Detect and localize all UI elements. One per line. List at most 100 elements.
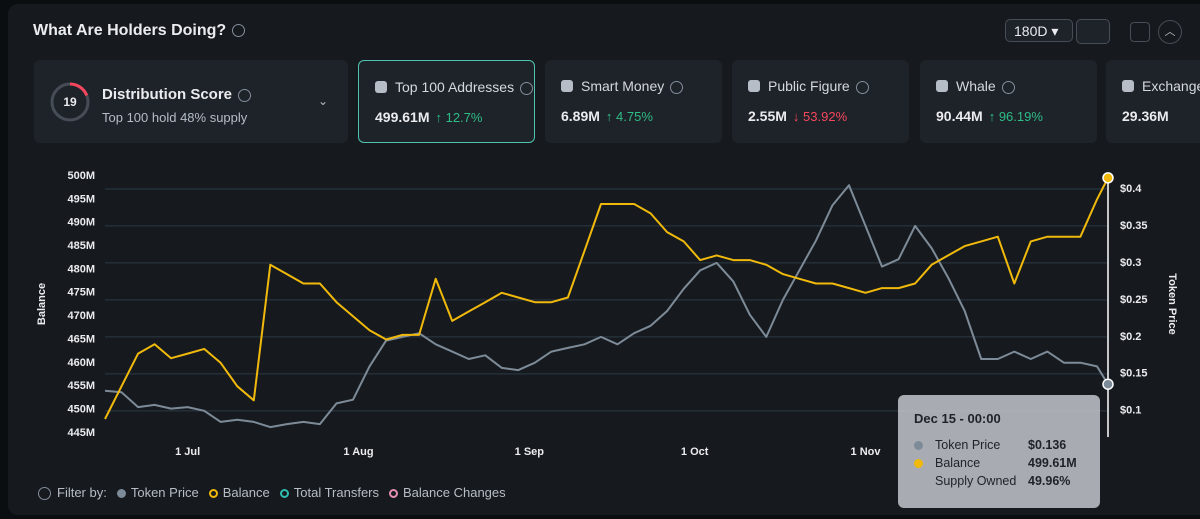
y2-tick-label: $0.15 <box>1120 368 1148 380</box>
score-text: 19 <box>63 95 77 109</box>
y-tick-label: 460M <box>67 357 95 369</box>
metric-card[interactable]: Smart Money 6.89M ↑ 4.75% <box>545 60 722 143</box>
filter-text: Balance Changes <box>403 485 506 500</box>
metric-card[interactable]: Top 100 Addresses 499.61M ↑ 12.7% <box>358 60 535 143</box>
info-icon[interactable] <box>520 81 534 95</box>
distribution-card[interactable]: 19 Distribution Score Top 100 hold 48% s… <box>34 60 348 143</box>
value-text: 90.44M <box>936 108 983 124</box>
card-label: Top 100 Addresses <box>395 79 534 95</box>
change-text: ↑ 96.19% <box>988 109 1043 124</box>
label-text: Whale <box>956 78 996 94</box>
card-label: Public Figure <box>768 78 869 94</box>
y2-tick-label: $0.25 <box>1120 294 1148 306</box>
x-tick-label: 1 Sep <box>515 446 545 458</box>
panel-title: What Are Holders Doing? <box>33 22 246 40</box>
y-tick-label: 470M <box>67 310 95 322</box>
y-tick-label: 455M <box>67 380 95 392</box>
card-value: 90.44M ↑ 96.19% <box>936 108 1043 124</box>
tooltip-date: Dec 15 - 00:00 <box>914 411 1001 426</box>
value-text: 29.36M <box>1122 108 1169 124</box>
tooltip-label: Supply Owned <box>935 474 1017 488</box>
label-text: Exchange <box>1142 78 1200 94</box>
hover-point <box>1102 172 1114 184</box>
filter-item[interactable]: Balance Changes <box>389 485 506 500</box>
holders-panel: $0.1 $0.15 $0.2 $0.25 $0.3 $0.35 $0.4 445M 450M 4… <box>8 4 1200 515</box>
change-text: ↑ 4.75% <box>605 109 653 124</box>
chevron[interactable]: ⌄ <box>318 94 329 108</box>
filter-item[interactable]: Total Transfers <box>279 485 380 500</box>
metric-card[interactable]: Exchange 29.36M <box>1106 60 1200 143</box>
card-value: 2.55M ↓ 53.92% <box>748 108 847 124</box>
card-label: Smart Money <box>581 78 684 94</box>
label-text: Smart Money <box>581 78 665 94</box>
y-tick-label: 500M <box>67 170 95 182</box>
change-text: ↓ 53.92% <box>792 109 848 124</box>
tooltip-value: $0.136 <box>1028 438 1067 452</box>
tooltip-label: Balance <box>935 456 981 470</box>
x-tick-label: 1 Nov <box>851 446 882 458</box>
chart: $0.1 $0.15 $0.2 $0.25 $0.3 $0.35 $0.4 445M 450M 4… <box>36 170 1178 458</box>
y-axis-label: Balance <box>36 283 48 325</box>
info-icon[interactable] <box>232 24 246 38</box>
filter-text: Token Price <box>130 485 199 500</box>
card-icon <box>936 80 948 92</box>
calendar-button[interactable] <box>1076 19 1110 44</box>
tooltip: Dec 15 - 00:00 Token Price $0.136 Balance 49… <box>898 395 1100 508</box>
card-icon <box>561 80 573 92</box>
info-icon[interactable] <box>238 88 252 102</box>
y2-tick-label: $0.35 <box>1120 220 1148 232</box>
collapse-button[interactable]: ︿ <box>1158 20 1182 44</box>
metric-card[interactable]: Whale 90.44M ↑ 96.19% <box>920 60 1097 143</box>
card-label: Distribution Score <box>102 86 252 103</box>
x-tick-label: 1 Jul <box>175 446 200 458</box>
y-tick-label: 450M <box>67 404 95 416</box>
info-icon[interactable] <box>855 80 869 94</box>
tooltip-value: 499.61M <box>1028 456 1077 470</box>
y-tick-label: 495M <box>67 193 95 205</box>
y-tick-label: 480M <box>67 263 95 275</box>
label-text: Top 100 Addresses <box>395 79 515 95</box>
filter-dot <box>116 489 126 498</box>
card-icon <box>748 80 760 92</box>
y2-tick-label: $0.3 <box>1120 257 1141 269</box>
y2-tick-label: $0.1 <box>1120 405 1141 417</box>
card-value: 6.89M ↑ 4.75% <box>561 108 653 124</box>
label-text: Distribution Score <box>102 86 233 103</box>
card-icon <box>1122 80 1134 92</box>
fullscreen-button[interactable] <box>1130 22 1150 42</box>
info-icon[interactable] <box>1001 80 1015 94</box>
y-tick-label: 485M <box>67 240 95 252</box>
info-icon[interactable] <box>38 487 51 501</box>
filter-item[interactable]: Balance <box>208 485 270 500</box>
period-text: 180D <box>1014 23 1048 39</box>
series-line <box>104 184 1109 429</box>
tooltip-label: Token Price <box>935 438 1001 452</box>
filter-text: Total Transfers <box>293 485 380 500</box>
card-label: Exchange <box>1142 78 1200 94</box>
y-tick-label: 465M <box>67 333 95 345</box>
tooltip-dot <box>914 441 923 450</box>
value-text: 499.61M <box>375 109 430 125</box>
filter-dot <box>279 489 289 498</box>
y-tick-label: 490M <box>67 217 95 229</box>
tooltip-dot <box>914 459 923 468</box>
filter-label: Filter by: <box>57 485 107 500</box>
y2-tick-label: $0.2 <box>1120 331 1141 343</box>
filter-item[interactable]: Token Price <box>116 485 199 500</box>
card-value: 29.36M <box>1122 108 1169 124</box>
x-tick-label: 1 Aug <box>343 446 373 458</box>
metric-card[interactable]: Public Figure 2.55M ↓ 53.92% <box>732 60 909 143</box>
series-line <box>104 177 1109 420</box>
value-text: 6.89M <box>561 108 600 124</box>
period-select[interactable]: 180D ▾ <box>1005 19 1073 42</box>
value-text: 2.55M <box>748 108 787 124</box>
x-tick-label: 1 Oct <box>681 446 709 458</box>
y-tick-label: 475M <box>67 287 95 299</box>
filter-dot <box>208 489 218 498</box>
info-icon[interactable] <box>670 80 684 94</box>
change-text: ↑ 12.7% <box>435 110 483 125</box>
card-icon <box>375 81 387 93</box>
y-tick-label: 445M <box>67 427 95 439</box>
hover-point <box>1102 378 1114 390</box>
y2-axis-label: Token Price <box>1166 273 1178 335</box>
